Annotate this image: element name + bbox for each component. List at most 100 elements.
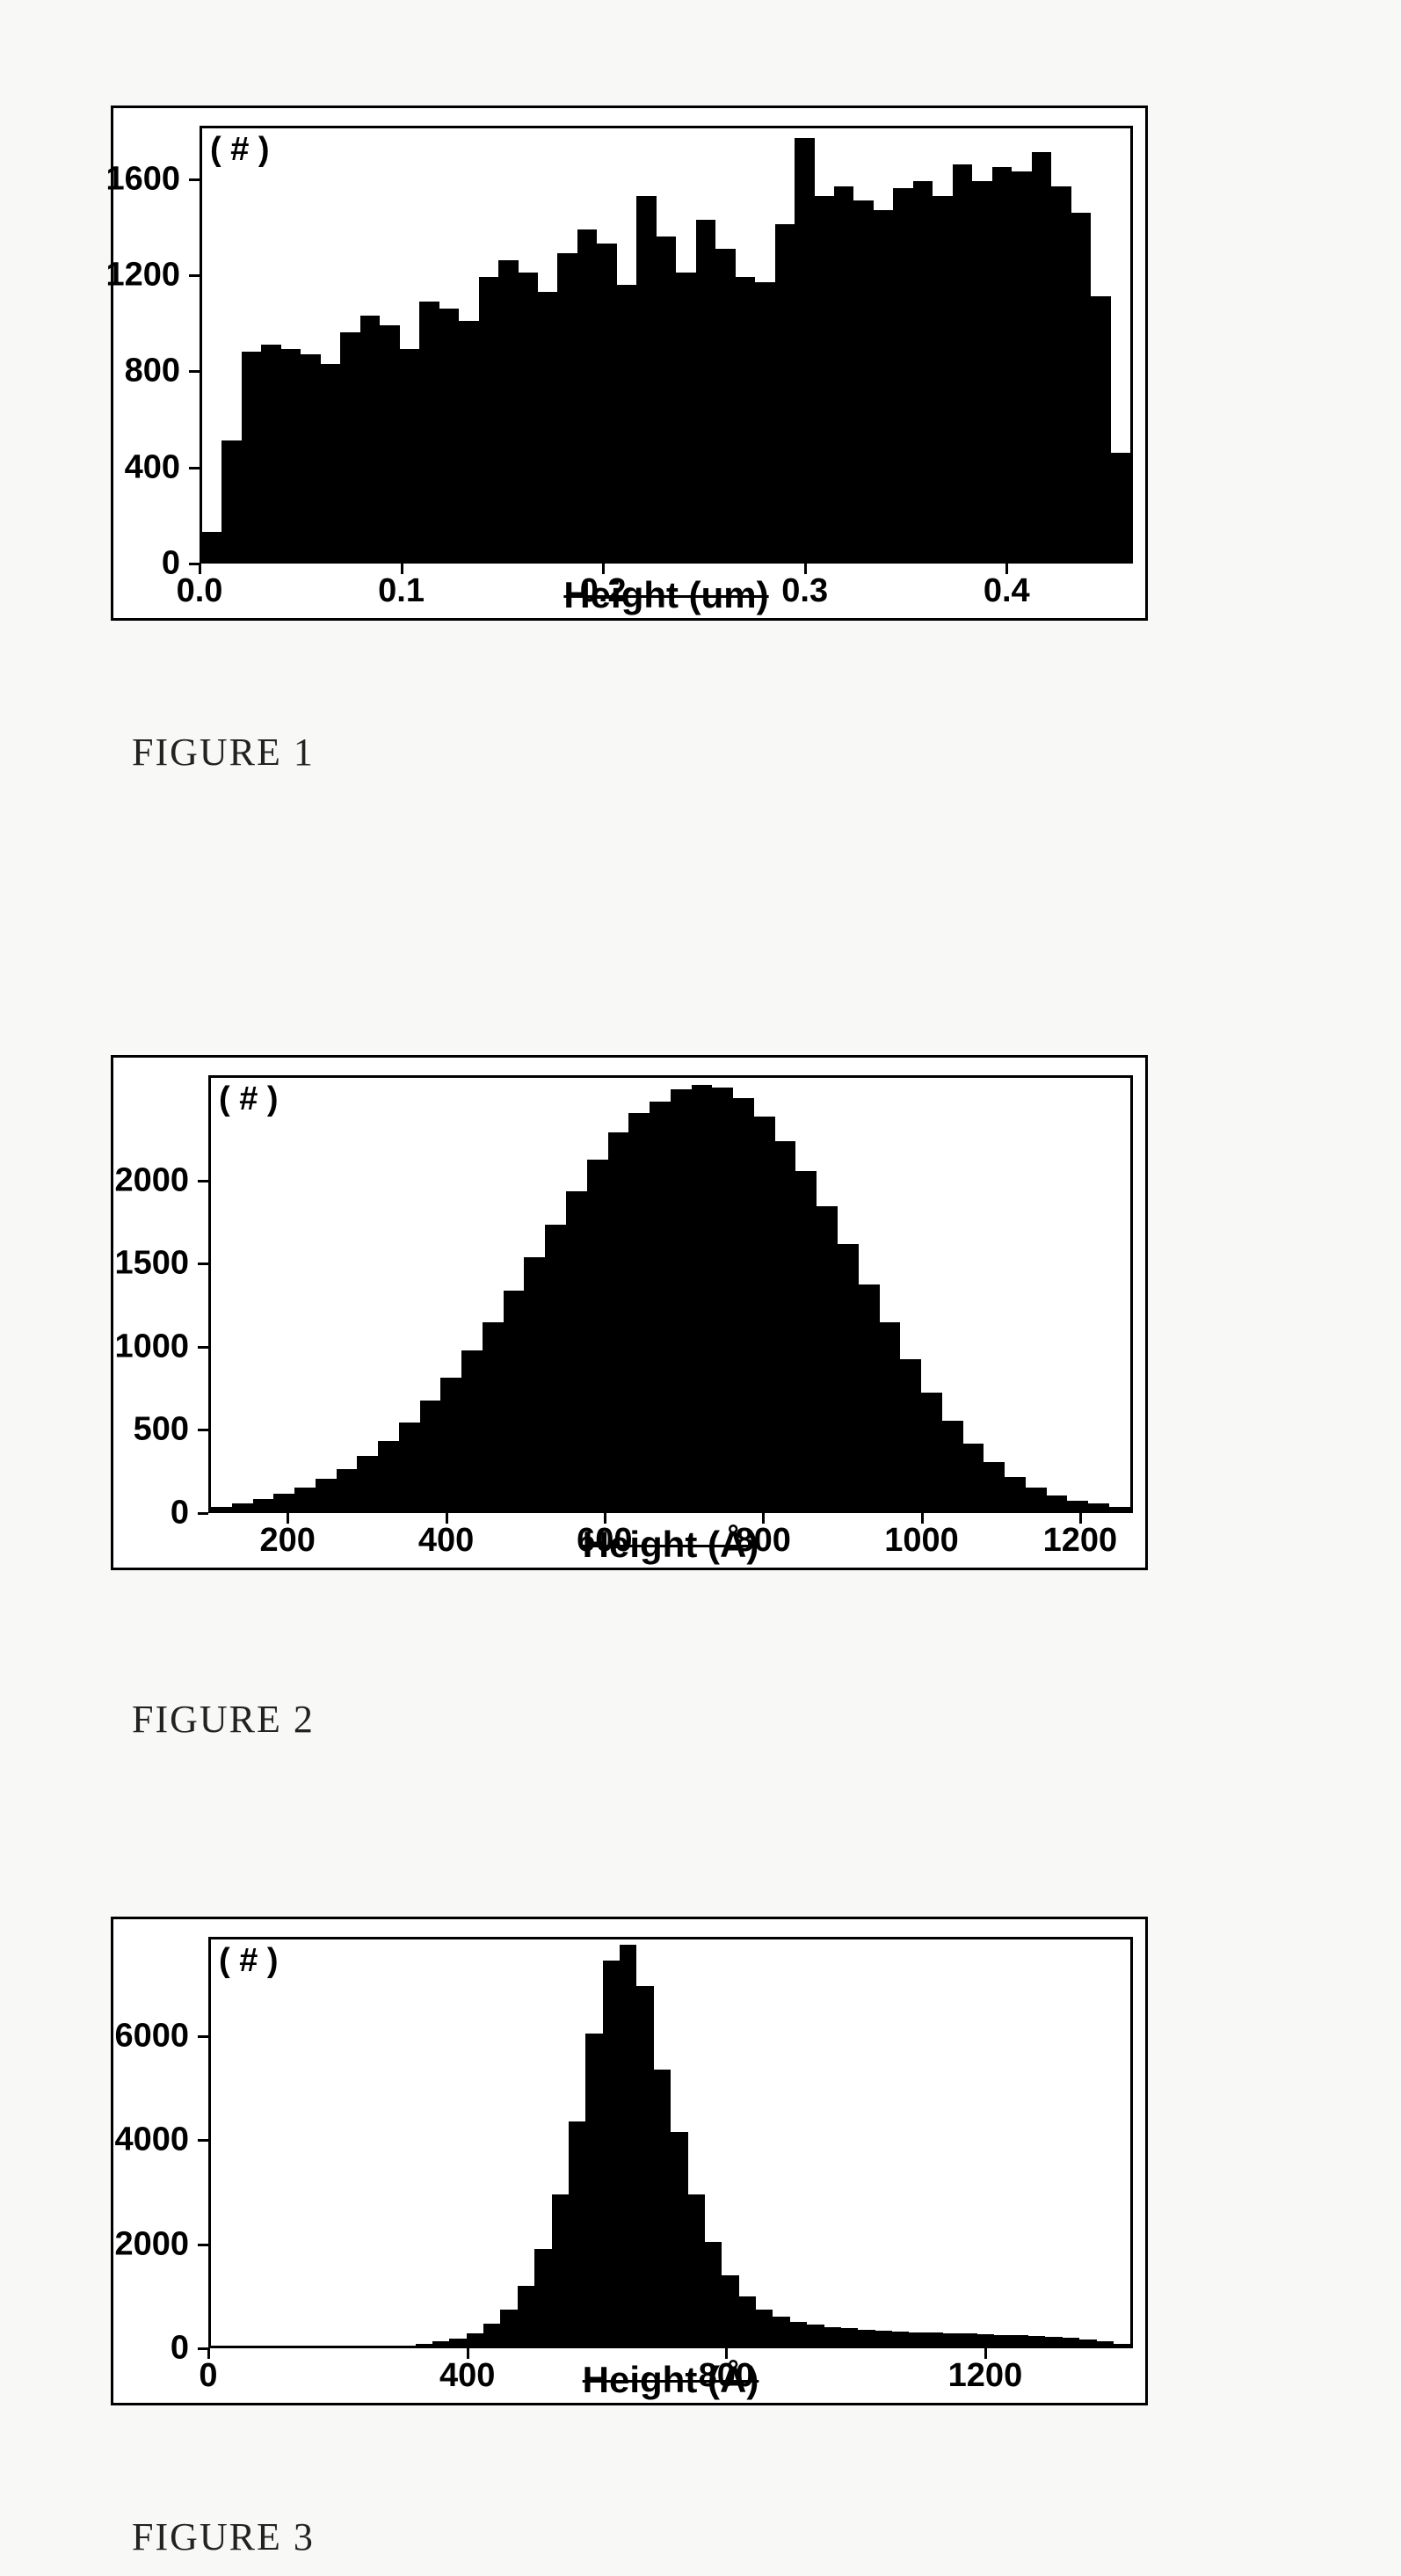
histogram-bar	[1026, 1488, 1047, 1510]
histogram-bar	[1091, 296, 1110, 561]
histogram-bar	[538, 292, 557, 561]
histogram-bar	[921, 1393, 942, 1510]
histogram-bar	[841, 2328, 858, 2346]
histogram-bar	[340, 332, 359, 561]
figure3-bars	[211, 1939, 1130, 2346]
histogram-bar	[461, 1350, 483, 1510]
histogram-bar	[273, 1494, 294, 1510]
histogram-bar	[712, 1088, 733, 1510]
histogram-bar	[1097, 2341, 1114, 2346]
y-tick	[189, 467, 200, 469]
y-tick	[198, 1263, 208, 1265]
histogram-bar	[671, 1089, 692, 1510]
histogram-bar	[587, 1160, 608, 1510]
y-tick-label: 1200	[75, 257, 180, 295]
figure3-y-unit-label: ( # )	[219, 1942, 279, 1980]
histogram-bar	[795, 138, 814, 561]
histogram-bar	[754, 1117, 775, 1510]
y-tick-label: 0	[83, 2330, 189, 2368]
y-tick	[198, 1512, 208, 1515]
y-tick-label: 500	[83, 1411, 189, 1449]
histogram-bar	[838, 1244, 859, 1510]
histogram-bar	[1109, 1507, 1130, 1510]
histogram-bar	[775, 1141, 796, 1510]
histogram-bar	[617, 285, 636, 561]
figure3-block: ( # )020004000600004008001200Height (Å)	[111, 1917, 1148, 2405]
histogram-bar	[321, 364, 340, 561]
histogram-bar	[913, 181, 933, 561]
histogram-bar	[972, 181, 991, 561]
histogram-bar	[380, 325, 399, 561]
histogram-bar	[824, 2327, 841, 2346]
histogram-bar	[316, 1479, 337, 1510]
histogram-bar	[733, 1098, 754, 1510]
histogram-bar	[620, 1945, 636, 2346]
figure2-x-axis-label: Height (Å)	[208, 1524, 1133, 1566]
histogram-bar	[692, 1085, 713, 1510]
histogram-bar	[736, 277, 755, 561]
histogram-bar	[715, 249, 735, 561]
histogram-bar	[671, 2132, 687, 2346]
y-tick-label: 2000	[83, 1161, 189, 1199]
histogram-bar	[261, 345, 280, 561]
figure1-y-unit-label: ( # )	[210, 131, 270, 169]
histogram-bar	[420, 1401, 441, 1510]
histogram-bar	[875, 2331, 892, 2346]
histogram-bar	[483, 1322, 504, 1510]
histogram-bar	[400, 349, 419, 561]
page: ( # )0400800120016000.00.10.20.30.4Heigh…	[0, 0, 1401, 2576]
histogram-bar	[608, 1132, 629, 1510]
figure3-plot-area	[208, 1937, 1133, 2348]
histogram-bar	[1088, 1503, 1109, 1510]
histogram-bar	[688, 2194, 705, 2346]
histogram-bar	[504, 1291, 525, 1510]
histogram-bar	[221, 440, 241, 561]
histogram-bar	[449, 2339, 466, 2346]
histogram-bar	[500, 2310, 517, 2346]
histogram-bar	[739, 2296, 756, 2346]
histogram-bar	[416, 2344, 432, 2346]
histogram-bar	[775, 224, 795, 561]
histogram-bar	[597, 244, 616, 561]
histogram-bar	[984, 1462, 1005, 1510]
histogram-bar	[534, 2249, 551, 2346]
histogram-bar	[654, 2070, 671, 2346]
histogram-bar	[566, 1191, 587, 1510]
histogram-bar	[636, 196, 656, 561]
y-tick	[189, 370, 200, 373]
histogram-bar	[432, 2341, 449, 2346]
histogram-bar	[756, 2310, 773, 2346]
histogram-bar	[853, 200, 873, 561]
histogram-bar	[439, 309, 459, 561]
histogram-bar	[419, 302, 439, 561]
histogram-bar	[440, 1378, 461, 1510]
histogram-bar	[569, 2121, 585, 2346]
histogram-bar	[817, 1206, 838, 1510]
figure1-plot-area	[200, 126, 1133, 564]
figure3-frame: ( # )020004000600004008001200Height (Å)	[111, 1917, 1148, 2405]
histogram-bar	[834, 186, 853, 561]
histogram-bar	[909, 2332, 926, 2346]
histogram-bar	[859, 1284, 880, 1510]
y-tick-label: 4000	[83, 2121, 189, 2159]
y-tick-label: 0	[75, 545, 180, 583]
histogram-bar	[1051, 186, 1071, 561]
y-tick	[198, 2035, 208, 2038]
figure2-block: ( # )05001000150020002004006008001000120…	[111, 1055, 1148, 1570]
histogram-bar	[1063, 2338, 1079, 2346]
histogram-bar	[773, 2317, 789, 2346]
histogram-bar	[942, 1421, 963, 1510]
y-tick	[189, 178, 200, 181]
histogram-bar	[399, 1423, 420, 1510]
y-tick-label: 0	[83, 1495, 189, 1532]
histogram-bar	[953, 164, 972, 561]
histogram-bar	[357, 1456, 378, 1510]
histogram-bar	[992, 167, 1012, 561]
figure2-y-unit-label: ( # )	[219, 1081, 279, 1118]
histogram-bar	[790, 2322, 807, 2346]
histogram-bar	[232, 1503, 253, 1510]
histogram-bar	[337, 1469, 358, 1510]
histogram-bar	[963, 1444, 984, 1510]
y-tick	[198, 2244, 208, 2246]
histogram-bar	[977, 2334, 994, 2346]
